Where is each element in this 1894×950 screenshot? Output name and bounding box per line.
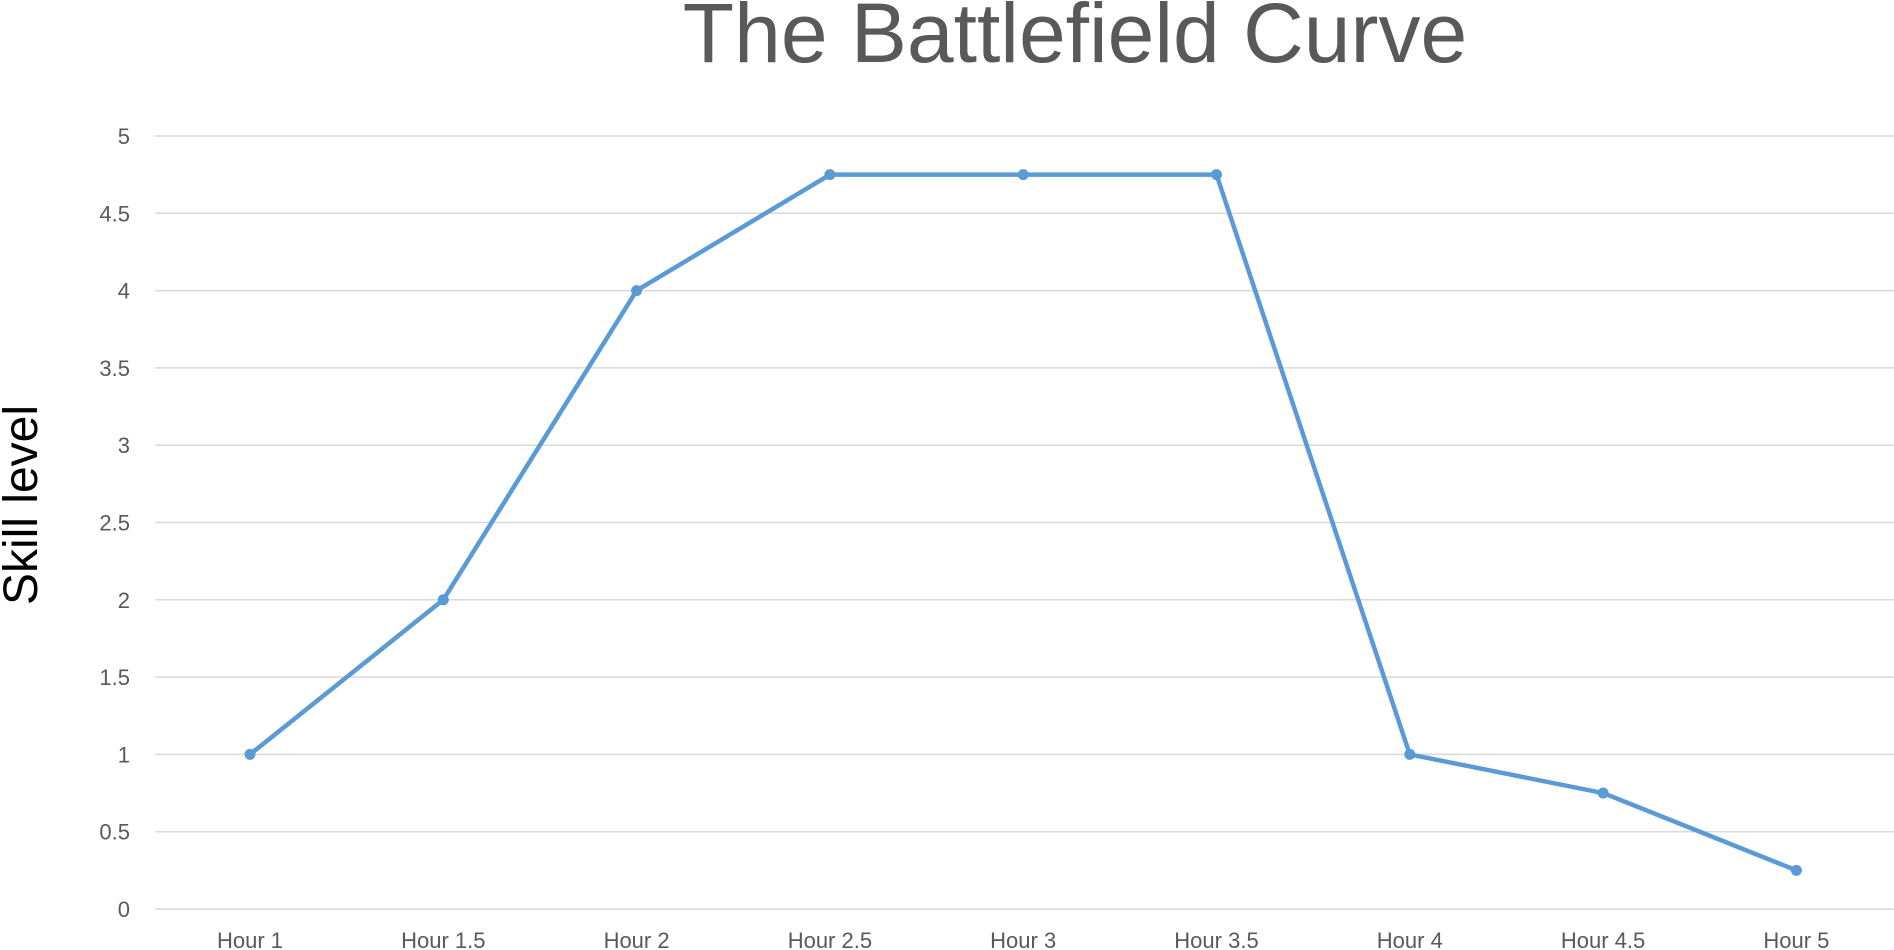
x-tick-label: Hour 2.5 bbox=[788, 928, 872, 950]
data-point bbox=[631, 285, 643, 297]
x-tick-label: Hour 1 bbox=[217, 928, 283, 950]
y-tick-label: 4 bbox=[118, 279, 130, 304]
data-point bbox=[1597, 787, 1609, 799]
gridlines bbox=[155, 135, 1894, 910]
y-axis-label: Skill level bbox=[0, 405, 48, 605]
x-tick-label: Hour 2 bbox=[604, 928, 670, 950]
y-tick-label: 4.5 bbox=[99, 201, 130, 226]
y-tick-label: 1.5 bbox=[99, 665, 130, 690]
y-tick-label: 3 bbox=[118, 433, 130, 458]
x-axis-ticks: Hour 1 Hour 1.5 Hour 2 Hour 2.5 Hour 3 Hour 3… bbox=[217, 928, 1829, 950]
data-point bbox=[1017, 169, 1029, 181]
x-tick-label: Hour 1.5 bbox=[401, 928, 485, 950]
x-tick-label: Hour 5 bbox=[1763, 928, 1829, 950]
y-tick-label: 2 bbox=[118, 588, 130, 613]
y-tick-label: 0.5 bbox=[99, 820, 130, 845]
data-point bbox=[1211, 169, 1222, 181]
x-tick-label: Hour 4 bbox=[1377, 928, 1443, 950]
data-point bbox=[824, 169, 836, 181]
chart-title: The Battlefield Curve bbox=[683, 0, 1467, 80]
y-tick-label: 5 bbox=[118, 124, 130, 149]
y-tick-label: 0 bbox=[118, 897, 130, 922]
y-axis-ticks: 0 0.5 1 1.5 2 2.5 3 3.5 4 4.5 5 bbox=[99, 124, 130, 922]
y-tick-label: 3.5 bbox=[99, 356, 130, 381]
data-point bbox=[1790, 864, 1802, 876]
data-point bbox=[1404, 748, 1416, 760]
y-tick-label: 1 bbox=[118, 742, 130, 767]
data-point bbox=[244, 748, 256, 760]
x-tick-label: Hour 4.5 bbox=[1561, 928, 1645, 950]
x-tick-label: Hour 3 bbox=[990, 928, 1056, 950]
series-layer bbox=[244, 169, 1802, 876]
x-tick-label: Hour 3.5 bbox=[1174, 928, 1258, 950]
y-tick-label: 2.5 bbox=[99, 511, 130, 536]
data-point bbox=[437, 594, 449, 606]
